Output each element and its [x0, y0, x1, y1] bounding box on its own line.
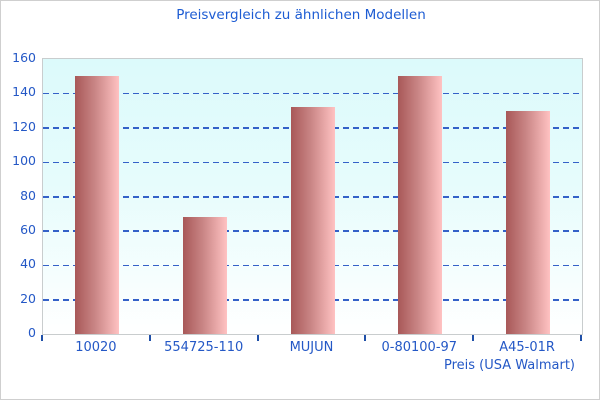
y-tick-label: 80 — [20, 187, 36, 203]
y-tick-label: 0 — [28, 325, 36, 340]
bar-10020 — [74, 76, 119, 334]
y-tick-label: 140 — [12, 84, 36, 100]
x-tick-label: A45-01R — [499, 340, 555, 355]
y-tick-label: 100 — [12, 153, 36, 169]
bar-A45-01R — [506, 110, 551, 334]
x-axis-tick — [364, 335, 367, 341]
y-tick-label: 20 — [20, 290, 36, 306]
x-axis-tick — [472, 335, 475, 341]
x-axis-tick — [256, 335, 259, 341]
y-tick-label: 60 — [20, 221, 36, 237]
gridline — [43, 92, 582, 95]
x-tick-label: 10020 — [75, 340, 117, 355]
chart-title: Preisvergleich zu ähnlichen Modellen — [176, 7, 426, 23]
y-tick-label: 160 — [12, 50, 36, 65]
x-axis-tick — [148, 335, 151, 341]
x-tick-label: MUJUN — [289, 340, 334, 355]
bar-MUJUN — [290, 107, 335, 334]
x-axis-title: Preis (USA Walmart) — [443, 358, 575, 373]
plot-area — [42, 58, 583, 335]
y-tick-label: 40 — [20, 256, 36, 272]
bar-554725-110 — [182, 217, 227, 334]
bar-0-80100-97 — [398, 76, 443, 334]
x-axis-tick — [41, 335, 43, 341]
y-tick-label: 120 — [12, 118, 36, 134]
x-axis-tick — [580, 335, 582, 341]
x-tick-label: 554725-110 — [164, 340, 244, 355]
x-tick-label: 0-80100-97 — [381, 340, 458, 355]
